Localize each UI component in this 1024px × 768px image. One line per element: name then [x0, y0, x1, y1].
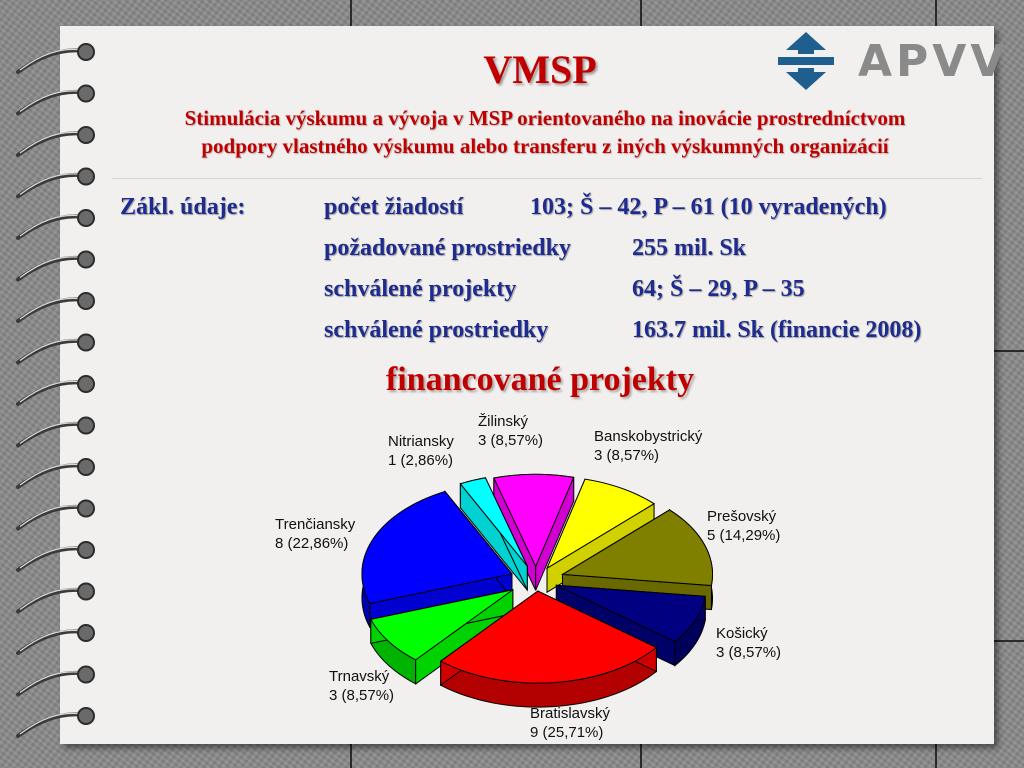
- label-nitriansky-value: 1 (2,86%): [388, 452, 454, 469]
- label-kosicky-value: 3 (8,57%): [716, 644, 782, 661]
- pie-slice-bratislavský: [439, 590, 658, 708]
- binding-ring: [16, 582, 95, 614]
- pie-slice-top: [493, 473, 575, 568]
- label-presovsky: Prešovský 5 (14,29%): [707, 507, 780, 545]
- subtitle-line-1: Stimulácia výskumu a vývoja v MSP orient…: [184, 106, 906, 130]
- fact-label-approved-funds: schválené prostriedky: [324, 317, 549, 343]
- binding-ring: [16, 665, 95, 697]
- pie-slice-top: [560, 509, 714, 587]
- binding-ring: [16, 458, 95, 489]
- basic-data-label: Zákl. údaje:: [120, 194, 246, 220]
- pie-slice-top: [545, 478, 655, 570]
- label-presovsky-value: 5 (14,29%): [707, 527, 781, 544]
- fact-value-approved-projects: 64; Š – 29, P – 35: [632, 276, 805, 302]
- background-line: [350, 0, 352, 26]
- pie-slice-nitriansky: [459, 477, 528, 592]
- label-nitriansky: Nitriansky 1 (2,86%): [388, 432, 454, 470]
- background-line: [935, 744, 937, 768]
- subtitle-line-2: podpory vlastného výskumu alebo transfer…: [201, 134, 889, 158]
- background-line: [640, 744, 642, 768]
- binding-ring: [16, 541, 95, 572]
- background-line: [994, 350, 1024, 352]
- binding-ring: [16, 209, 95, 240]
- binding-ring: [16, 416, 95, 448]
- background-line: [640, 0, 642, 26]
- pie-slice-top: [459, 477, 528, 567]
- binding-ring: [16, 250, 95, 282]
- label-trenciansky: Trenčiansky 8 (22,86%): [275, 515, 355, 553]
- binding-ring: [16, 499, 95, 531]
- slide-subtitle: Stimulácia výskumu a vývoja v MSP orient…: [70, 104, 1020, 160]
- label-bratislavsky: Bratislavský 9 (25,71%): [530, 704, 610, 742]
- label-bratislavsky-name: Bratislavský: [530, 705, 611, 722]
- binding-ring: [16, 126, 95, 157]
- fact-value-applications: 103; Š – 42, P – 61 (10 vyradených): [530, 194, 887, 220]
- label-bratislavsky-value: 9 (25,71%): [530, 724, 604, 741]
- label-nitriansky-name: Nitriansky: [388, 433, 454, 450]
- pie-slice-top: [361, 490, 513, 605]
- label-zilinsky-value: 3 (8,57%): [478, 432, 544, 449]
- binding-ring: [16, 333, 95, 365]
- pie-slice-top: [556, 584, 706, 643]
- label-zilinsky-name: Žilinský: [478, 413, 529, 430]
- logo-text: APVV: [858, 36, 1009, 87]
- slide-title: VMSP: [483, 47, 597, 92]
- label-trnavsky: Trnavský 3 (8,57%): [329, 667, 394, 705]
- logo-arrows-icon: [778, 32, 834, 90]
- binding-ring: [16, 624, 95, 655]
- spiral-binding: [16, 43, 95, 738]
- label-trenciansky-name: Trenčiansky: [275, 516, 356, 533]
- label-kosicky-name: Košický: [716, 625, 768, 642]
- background-line: [994, 640, 1024, 642]
- label-trnavsky-value: 3 (8,57%): [329, 687, 395, 704]
- label-kosicky: Košický 3 (8,57%): [716, 624, 781, 662]
- fact-label-approved-projects: schválené projekty: [324, 276, 517, 302]
- fact-label-applications: počet žiadostí: [324, 194, 464, 220]
- label-trenciansky-value: 8 (22,86%): [275, 535, 349, 552]
- separator-line: [112, 178, 982, 179]
- binding-ring: [16, 292, 95, 323]
- binding-ring: [16, 707, 95, 738]
- label-zilinsky: Žilinský 3 (8,57%): [478, 412, 543, 450]
- binding-ring: [16, 375, 95, 406]
- label-trnavsky-name: Trnavský: [329, 668, 390, 685]
- background-line: [935, 0, 937, 26]
- label-banskobystricky-name: Banskobystrický: [594, 428, 703, 445]
- fact-label-requested-funds: požadované prostriedky: [324, 235, 571, 261]
- pie-slice-top: [370, 589, 514, 661]
- apvv-logo: [778, 32, 834, 90]
- label-presovsky-name: Prešovský: [707, 508, 777, 525]
- label-banskobystricky-value: 3 (8,57%): [594, 447, 660, 464]
- background-line: [350, 744, 352, 768]
- pie-slice-žilinský: [493, 473, 575, 591]
- chart-title: financované projekty: [385, 361, 695, 398]
- label-banskobystricky: Banskobystrický 3 (8,57%): [594, 427, 702, 465]
- pie-slice-top: [439, 590, 658, 684]
- binding-ring: [16, 167, 95, 199]
- fact-value-requested-funds: 255 mil. Sk: [632, 235, 747, 261]
- pie-slice-trnavský: [370, 588, 514, 685]
- fact-value-approved-funds: 163.7 mil. Sk (financie 2008): [632, 317, 922, 343]
- binding-ring: [16, 43, 95, 74]
- binding-ring: [16, 84, 95, 116]
